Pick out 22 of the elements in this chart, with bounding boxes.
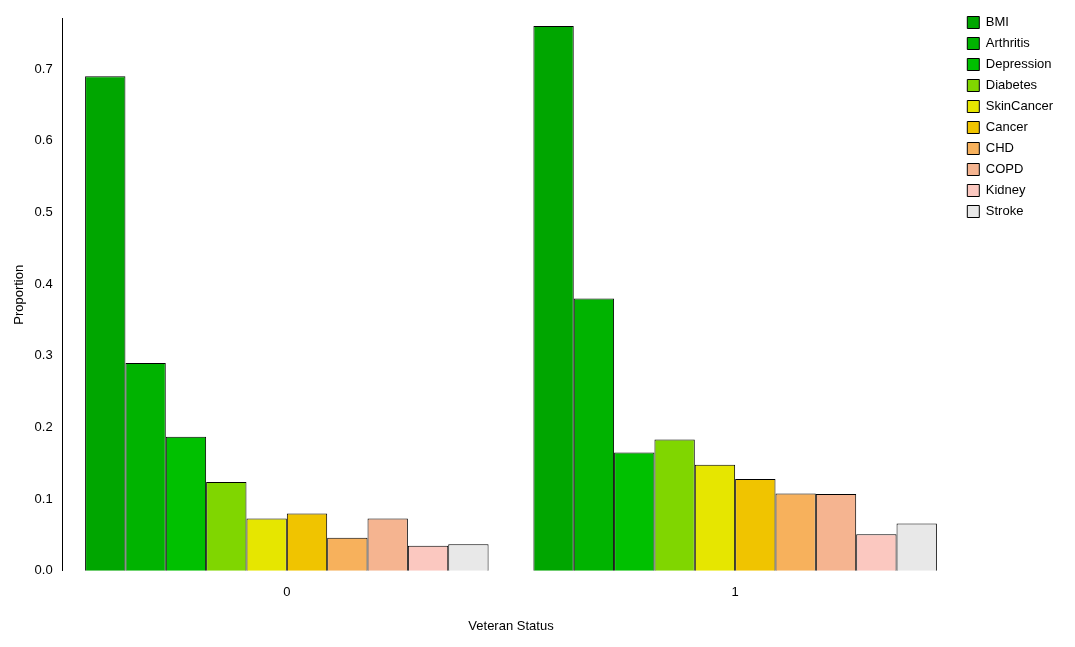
legend-label: SkinCancer — [985, 98, 1054, 114]
y-axis-title: Proportion — [11, 264, 27, 325]
y-tick-label: 0.5 — [34, 203, 53, 219]
y-tick-label: 0.6 — [34, 132, 53, 148]
legend-label: BMI — [985, 14, 1009, 30]
legend-label: Diabetes — [985, 77, 1038, 93]
y-tick-label: 0.1 — [34, 490, 53, 506]
y-tick-label: 0.4 — [34, 275, 53, 291]
legend-label: Arthritis — [985, 35, 1031, 51]
legend-label: COPD — [985, 161, 1024, 177]
y-tick-label: 0.0 — [34, 562, 53, 578]
y-tick-label: 0.7 — [34, 60, 53, 76]
x-axis-title: Veteran Status — [468, 617, 555, 633]
legend-label: Depression — [985, 56, 1052, 72]
legend-label: Kidney — [985, 182, 1027, 198]
legend-label: CHD — [985, 140, 1014, 156]
y-tick-label: 0.2 — [34, 419, 53, 434]
legend-label: Cancer — [985, 119, 1029, 135]
x-tick-label: 1 — [731, 584, 739, 600]
x-tick-label: 0 — [283, 584, 291, 600]
legend-label: Stroke — [985, 203, 1024, 219]
y-tick-label: 0.3 — [34, 347, 53, 363]
